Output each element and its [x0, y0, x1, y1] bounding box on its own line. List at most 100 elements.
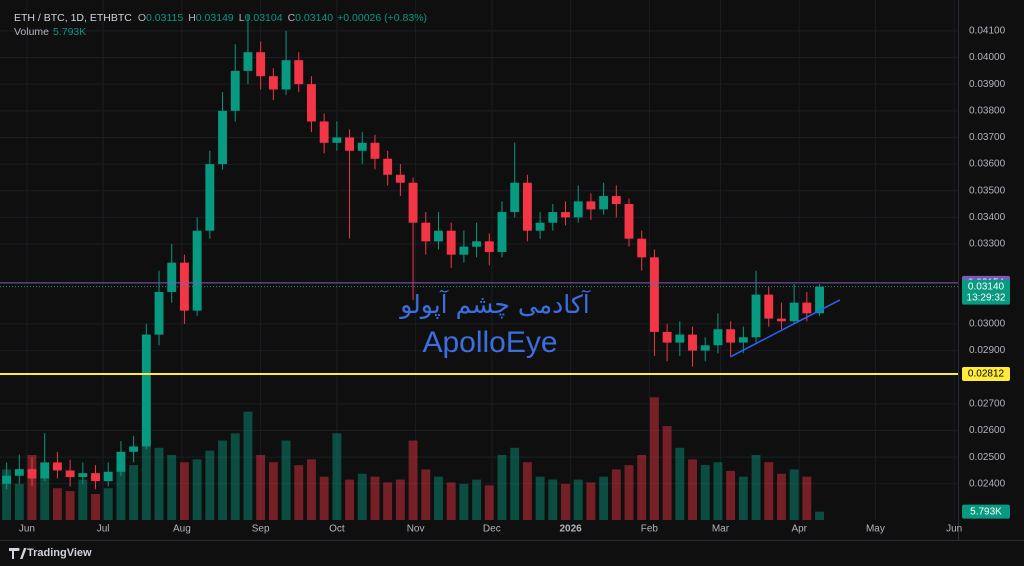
volume-bar — [548, 479, 558, 520]
symbol: ETH / BTC, 1D, ETHBTC — [14, 12, 132, 24]
x-tick-label: Sep — [252, 524, 270, 535]
volume-bar — [256, 455, 266, 520]
volume-bar — [497, 455, 507, 520]
volume-bar — [776, 473, 786, 520]
candle-body — [256, 52, 266, 77]
volume-bar — [446, 482, 456, 520]
candle-body — [230, 70, 240, 111]
y-tick-label: 0.04000 — [969, 52, 1006, 63]
ohlc-value: 0.03115 — [146, 12, 183, 24]
volume-label-bg — [962, 504, 1010, 519]
candle-body — [40, 462, 50, 479]
volume-bar — [243, 411, 253, 520]
volume-bar — [65, 491, 75, 520]
volume-bar — [586, 482, 596, 520]
volume-bar — [815, 511, 824, 520]
legend: ETH / BTC, 1D, ETHBTC O0.03115 H0.03149 L0.… — [14, 12, 427, 38]
candle-body — [522, 182, 532, 231]
volume-bar — [268, 462, 278, 520]
candle-body — [395, 174, 405, 183]
volume-bar — [2, 469, 12, 520]
volume-value: 5.793K — [53, 26, 86, 38]
candle-body — [497, 212, 507, 253]
volume-bar — [78, 479, 88, 520]
x-tick-label: Aug — [173, 524, 191, 535]
candle-body — [421, 222, 431, 242]
candle-body — [751, 294, 761, 338]
x-tick-label: Apr — [791, 524, 807, 535]
candle-body — [662, 331, 672, 343]
candle-body — [370, 142, 380, 159]
candle-body — [141, 334, 151, 447]
y-tick-label: 0.03300 — [969, 239, 1006, 250]
volume-bar — [370, 476, 380, 520]
candle-body — [319, 121, 329, 143]
volume-bar — [484, 485, 494, 520]
volume-bar — [434, 476, 443, 520]
volume-bar — [675, 447, 685, 520]
volume-bar — [218, 440, 227, 520]
brand[interactable]: TradingView — [9, 547, 92, 559]
countdown-label: 13:29:32 — [967, 292, 1006, 303]
volume-bar — [459, 483, 469, 520]
y-tick-label: 0.03700 — [969, 132, 1006, 143]
candle-body — [357, 142, 367, 151]
candle-body — [738, 337, 748, 343]
x-tick-label: Oct — [329, 524, 345, 535]
brand-logo — [9, 547, 27, 559]
candle-body — [459, 246, 469, 255]
x-tick-label: Jun — [946, 524, 962, 535]
volume-bar — [510, 447, 520, 520]
volume-bar — [764, 462, 774, 520]
volume-bar — [688, 459, 697, 520]
candle-body — [599, 196, 609, 210]
volume-bar — [52, 488, 62, 520]
ohlc-value: 0.03149 — [196, 12, 234, 24]
ohlc-value: 0.03140 — [295, 12, 333, 24]
volume-bar — [179, 462, 189, 520]
candle-body — [65, 470, 75, 478]
y-tick-label: 0.02600 — [969, 425, 1006, 436]
candle-body — [281, 60, 291, 90]
y-tick-label: 0.04100 — [969, 26, 1006, 37]
y-tick-label: 0.03900 — [969, 79, 1006, 90]
y-tick-label: 0.02900 — [969, 345, 1006, 356]
candle-body — [218, 110, 227, 165]
volume-bar — [535, 476, 545, 520]
volume-layer — [2, 397, 824, 520]
candle-body — [776, 318, 786, 322]
y-tick-label: 0.02700 — [969, 398, 1006, 409]
candle-body — [688, 334, 697, 351]
ohlc-key: O — [138, 12, 146, 24]
volume-bar — [802, 476, 812, 520]
ohlc-value: 0.03104 — [245, 12, 283, 24]
candle-body — [561, 212, 570, 218]
volume-bar — [319, 476, 329, 520]
price-label-bg — [962, 367, 1010, 382]
candle-body — [726, 329, 736, 343]
volume-bar — [205, 450, 215, 520]
current-price-bg — [962, 279, 1010, 305]
candle-body — [345, 137, 355, 151]
volume-bar — [561, 483, 570, 520]
volume-bar — [103, 488, 113, 520]
candle-body — [446, 230, 456, 255]
change: +0.00026 (+0.83%) — [337, 12, 427, 24]
candle-body — [649, 257, 659, 332]
volume-bar — [332, 433, 342, 520]
candle-body — [2, 475, 12, 484]
candle-body — [611, 196, 621, 205]
volume-bar — [421, 469, 431, 520]
axis-layer: 0.02400 0.02500 0.02600 0.02700 0.02900 0.030… — [19, 26, 1010, 535]
volume-bar — [281, 440, 291, 520]
volume-bar — [294, 465, 304, 520]
volume-bar — [14, 483, 24, 520]
volume-bar — [738, 476, 748, 520]
candle-body — [103, 471, 113, 482]
volume-bar — [713, 462, 723, 520]
candle-body — [167, 262, 177, 292]
x-tick-label: Jul — [97, 524, 110, 535]
x-tick-label: Mar — [712, 524, 730, 535]
volume-bar — [357, 473, 367, 520]
